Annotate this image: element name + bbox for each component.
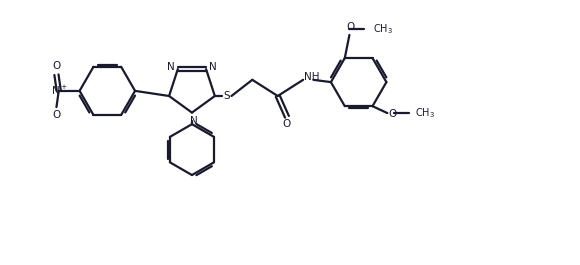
Text: O: O bbox=[389, 109, 397, 119]
Text: O: O bbox=[346, 22, 354, 32]
Text: S: S bbox=[223, 91, 230, 101]
Text: O: O bbox=[52, 111, 60, 120]
Text: N: N bbox=[190, 116, 198, 126]
Text: O: O bbox=[283, 119, 291, 129]
Text: N$^+$: N$^+$ bbox=[52, 84, 68, 98]
Text: N: N bbox=[209, 62, 216, 72]
Text: N: N bbox=[168, 62, 175, 72]
Text: CH$_3$: CH$_3$ bbox=[415, 106, 435, 120]
Text: O: O bbox=[52, 61, 60, 71]
Text: CH$_3$: CH$_3$ bbox=[372, 23, 393, 36]
Text: NH: NH bbox=[304, 73, 319, 82]
